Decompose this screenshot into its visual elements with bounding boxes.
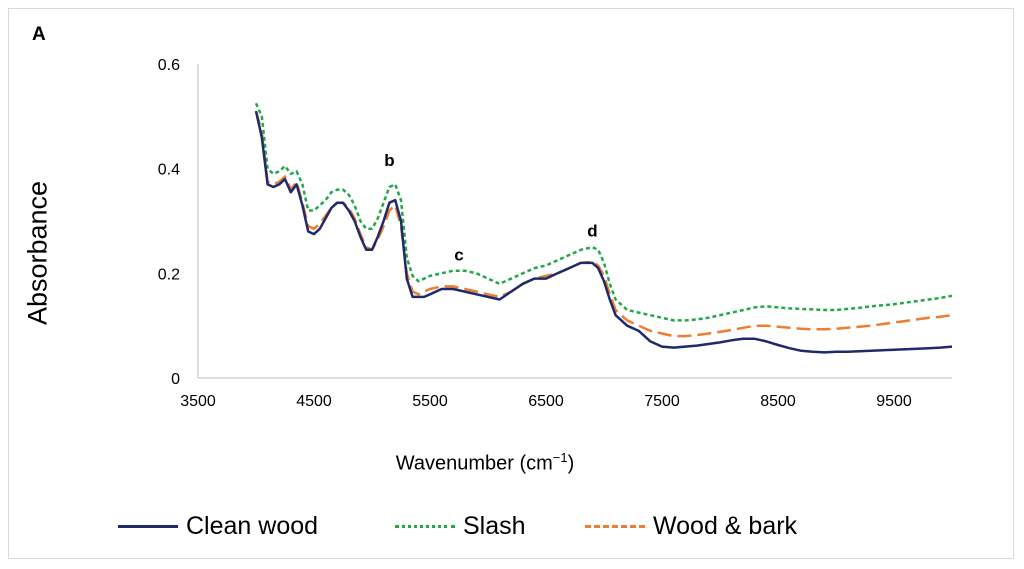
series-line-clean-wood — [254, 110, 953, 354]
annotation-c: c — [454, 245, 463, 264]
x-axis-label-text: Wavenumber (cm — [395, 452, 553, 475]
x-axis-label-close: ) — [567, 452, 575, 475]
y-tick-label: 0.4 — [158, 162, 180, 179]
legend-swatch-slash — [395, 524, 455, 528]
legend-label-wood-bark: Wood & bark — [653, 511, 798, 540]
y-tick-label: 0 — [171, 371, 180, 388]
series-line-wood-bark — [254, 110, 953, 338]
legend-label-clean-wood: Clean wood — [186, 511, 319, 540]
x-tick-label: 5500 — [412, 393, 448, 410]
x-tick-label: 4500 — [296, 393, 332, 410]
legend-swatch-wood-bark — [585, 524, 645, 528]
panel-label: A — [32, 24, 46, 45]
x-tick-label: 6500 — [528, 393, 564, 410]
annotation-d: d — [587, 222, 597, 241]
x-axis-label-superscript: −1 — [552, 450, 568, 465]
x-axis-label: Wavenumber (cm−1) — [396, 450, 575, 476]
legend: Clean wood Slash Wood & bark — [0, 506, 1024, 546]
x-tick-label: 3500 — [180, 393, 216, 410]
x-tick-label: 7500 — [644, 393, 680, 410]
legend-item-slash: Slash — [395, 506, 526, 546]
legend-item-wood-bark: Wood & bark — [585, 506, 797, 546]
annotation-b: b — [384, 151, 394, 170]
legend-item-clean-wood: Clean wood — [118, 506, 318, 546]
y-tick-label: 0.2 — [158, 266, 180, 283]
legend-label-slash: Slash — [463, 511, 526, 540]
y-tick-label: 0.6 — [158, 57, 180, 74]
legend-swatch-clean-wood — [118, 524, 178, 528]
chart-frame — [8, 8, 1014, 559]
series-line-slash — [254, 102, 953, 322]
x-tick-label: 8500 — [760, 393, 796, 410]
x-tick-label: 9500 — [876, 393, 912, 410]
